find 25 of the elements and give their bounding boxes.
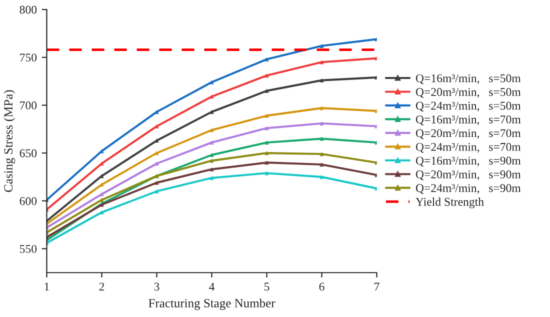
y-tick-label: 550	[20, 244, 37, 253]
x-tick-label: 5	[264, 282, 270, 291]
x-axis-title: Fracturing Stage Number	[148, 298, 276, 310]
legend-label: Yield Strength	[416, 198, 484, 208]
y-tick-label: 700	[20, 101, 37, 110]
x-tick-label: 2	[99, 282, 104, 291]
legend-label: Q=16m³/min, s=70m	[416, 115, 521, 126]
x-tick-label: 7	[374, 282, 380, 291]
y-tick-label: 800	[20, 6, 37, 14]
legend-label: Q=16m³/min, s=90m	[416, 156, 521, 166]
legend-label: Q=24m³/min, s=90m	[416, 184, 521, 194]
x-tick-label: 4	[209, 282, 215, 291]
x-tick-label: 3	[154, 282, 160, 291]
legend-label: Q=24m³/min, s=70m	[416, 142, 521, 153]
legend-label: Q=20m³/min, s=90m	[416, 170, 521, 180]
legend-label: Q=20m³/min, s=50m	[416, 88, 521, 98]
y-tick-label: 650	[20, 149, 37, 158]
legend-label: Q=20m³/min, s=70m	[416, 129, 521, 139]
y-tick-label: 600	[20, 197, 37, 206]
legend-label: Q=24m³/min, s=50m	[416, 102, 521, 112]
x-tick-label: 1	[44, 282, 49, 291]
x-tick-label: 6	[319, 282, 324, 291]
legend-label: Q=16m³/min, s=50m	[416, 74, 521, 84]
y-axis-title: Casing Stress (MPa)	[4, 90, 16, 192]
y-tick-label: 750	[20, 54, 37, 62]
